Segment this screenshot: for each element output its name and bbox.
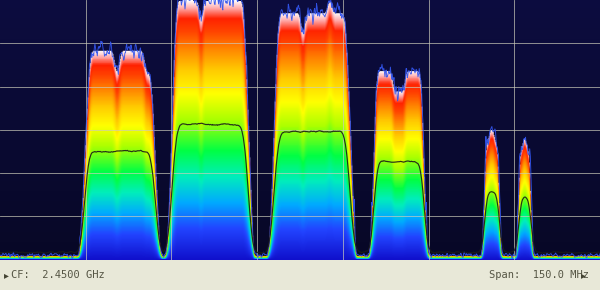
Text: ▸: ▸: [581, 270, 586, 280]
Text: Span:  150.0 MHz: Span: 150.0 MHz: [489, 270, 589, 280]
Text: ▸: ▸: [4, 270, 9, 280]
Text: CF:  2.4500 GHz: CF: 2.4500 GHz: [11, 270, 104, 280]
